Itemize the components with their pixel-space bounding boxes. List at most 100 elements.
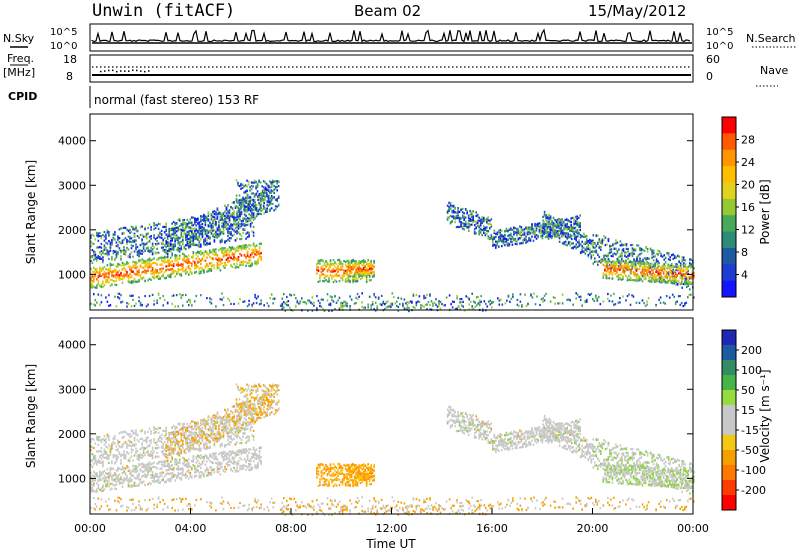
power-cell xyxy=(198,272,201,275)
cpid-panel: CPID normal (fast stereo) 153 RF xyxy=(8,86,259,108)
power-cell xyxy=(601,238,604,241)
power-cell xyxy=(670,263,673,266)
power-cell xyxy=(242,263,244,266)
power-cell xyxy=(172,245,175,248)
power-cell xyxy=(681,275,683,278)
power-cell xyxy=(355,296,357,299)
power-cell xyxy=(240,205,242,209)
power-cell xyxy=(614,265,617,268)
power-cell xyxy=(316,263,318,266)
power-cell xyxy=(467,217,470,220)
power-cell xyxy=(126,240,128,243)
power-cell xyxy=(236,249,238,252)
power-cell xyxy=(97,255,100,258)
power-cell xyxy=(625,255,628,259)
power-cell xyxy=(141,303,143,307)
power-cell xyxy=(352,279,354,282)
power-cell xyxy=(141,242,143,245)
power-cell xyxy=(215,248,217,251)
power-cell xyxy=(222,265,225,268)
power-cell xyxy=(248,217,250,220)
power-cell xyxy=(620,265,623,268)
power-cell xyxy=(224,218,226,221)
power-cell xyxy=(597,253,599,256)
power-cell xyxy=(467,225,470,228)
power-cell xyxy=(656,263,659,266)
power-cell xyxy=(340,261,342,264)
power-cell xyxy=(459,308,461,311)
power-cell xyxy=(618,248,620,251)
power-cell xyxy=(693,296,695,299)
power-cell xyxy=(391,302,394,305)
power-cell xyxy=(338,259,341,262)
power-cell xyxy=(472,218,474,221)
power-cell xyxy=(359,260,362,263)
power-cell xyxy=(334,308,336,311)
power-cell xyxy=(525,235,527,238)
power-cell xyxy=(626,279,629,282)
power-cell xyxy=(160,270,163,273)
power-cell xyxy=(109,278,112,281)
power-cell xyxy=(203,271,205,274)
power-cell xyxy=(111,283,113,286)
power-cell xyxy=(166,235,169,238)
power-cell xyxy=(365,261,368,264)
colorbar-swatch xyxy=(722,149,736,167)
power-cell xyxy=(109,268,112,271)
power-cell xyxy=(457,207,459,210)
power-cell xyxy=(251,221,253,224)
power-cell xyxy=(655,267,657,270)
power-cell xyxy=(236,225,238,228)
power-cell xyxy=(405,302,407,305)
power-cell xyxy=(436,305,439,308)
power-cell xyxy=(126,272,128,275)
power-cell xyxy=(495,235,497,239)
power-cell xyxy=(177,270,179,273)
power-cell xyxy=(238,207,241,210)
power-cell xyxy=(168,249,170,253)
power-cell xyxy=(514,227,517,230)
power-cell xyxy=(658,271,661,274)
power-cell xyxy=(130,281,133,284)
power-cell xyxy=(246,179,248,182)
power-cell xyxy=(659,281,662,284)
power-cell xyxy=(317,299,320,302)
power-cell xyxy=(178,293,181,296)
power-cell xyxy=(194,300,196,303)
power-cell xyxy=(583,242,585,246)
power-cell xyxy=(201,258,204,261)
power-cell xyxy=(252,192,254,195)
power-cell xyxy=(454,216,456,219)
power-cell xyxy=(616,241,619,244)
power-cell xyxy=(191,227,193,230)
power-cell xyxy=(607,267,609,271)
power-cell xyxy=(667,266,669,269)
power-cell xyxy=(356,263,359,266)
power-cell xyxy=(96,256,98,259)
power-cell xyxy=(610,270,612,273)
power-cell xyxy=(350,259,353,262)
power-cell xyxy=(216,232,219,236)
power-cell xyxy=(235,199,238,202)
power-cell xyxy=(233,302,235,306)
power-cell xyxy=(308,299,311,302)
power-cell xyxy=(322,273,324,276)
power-cell xyxy=(145,305,148,308)
power-cell xyxy=(638,279,641,282)
power-cell xyxy=(490,223,493,226)
power-cell xyxy=(260,252,262,255)
power-cell xyxy=(237,217,240,220)
power-cell xyxy=(554,232,556,235)
power-cell xyxy=(458,220,461,223)
power-cell xyxy=(687,269,690,273)
power-cell xyxy=(483,300,486,303)
power-cell xyxy=(221,292,223,295)
power-cell xyxy=(602,272,605,275)
power-cell xyxy=(241,186,244,189)
power-cell xyxy=(120,242,122,245)
power-cell xyxy=(126,247,128,250)
power-cell xyxy=(169,239,172,242)
power-cell xyxy=(677,279,680,282)
power-cell xyxy=(154,227,157,230)
power-cell xyxy=(142,261,145,264)
